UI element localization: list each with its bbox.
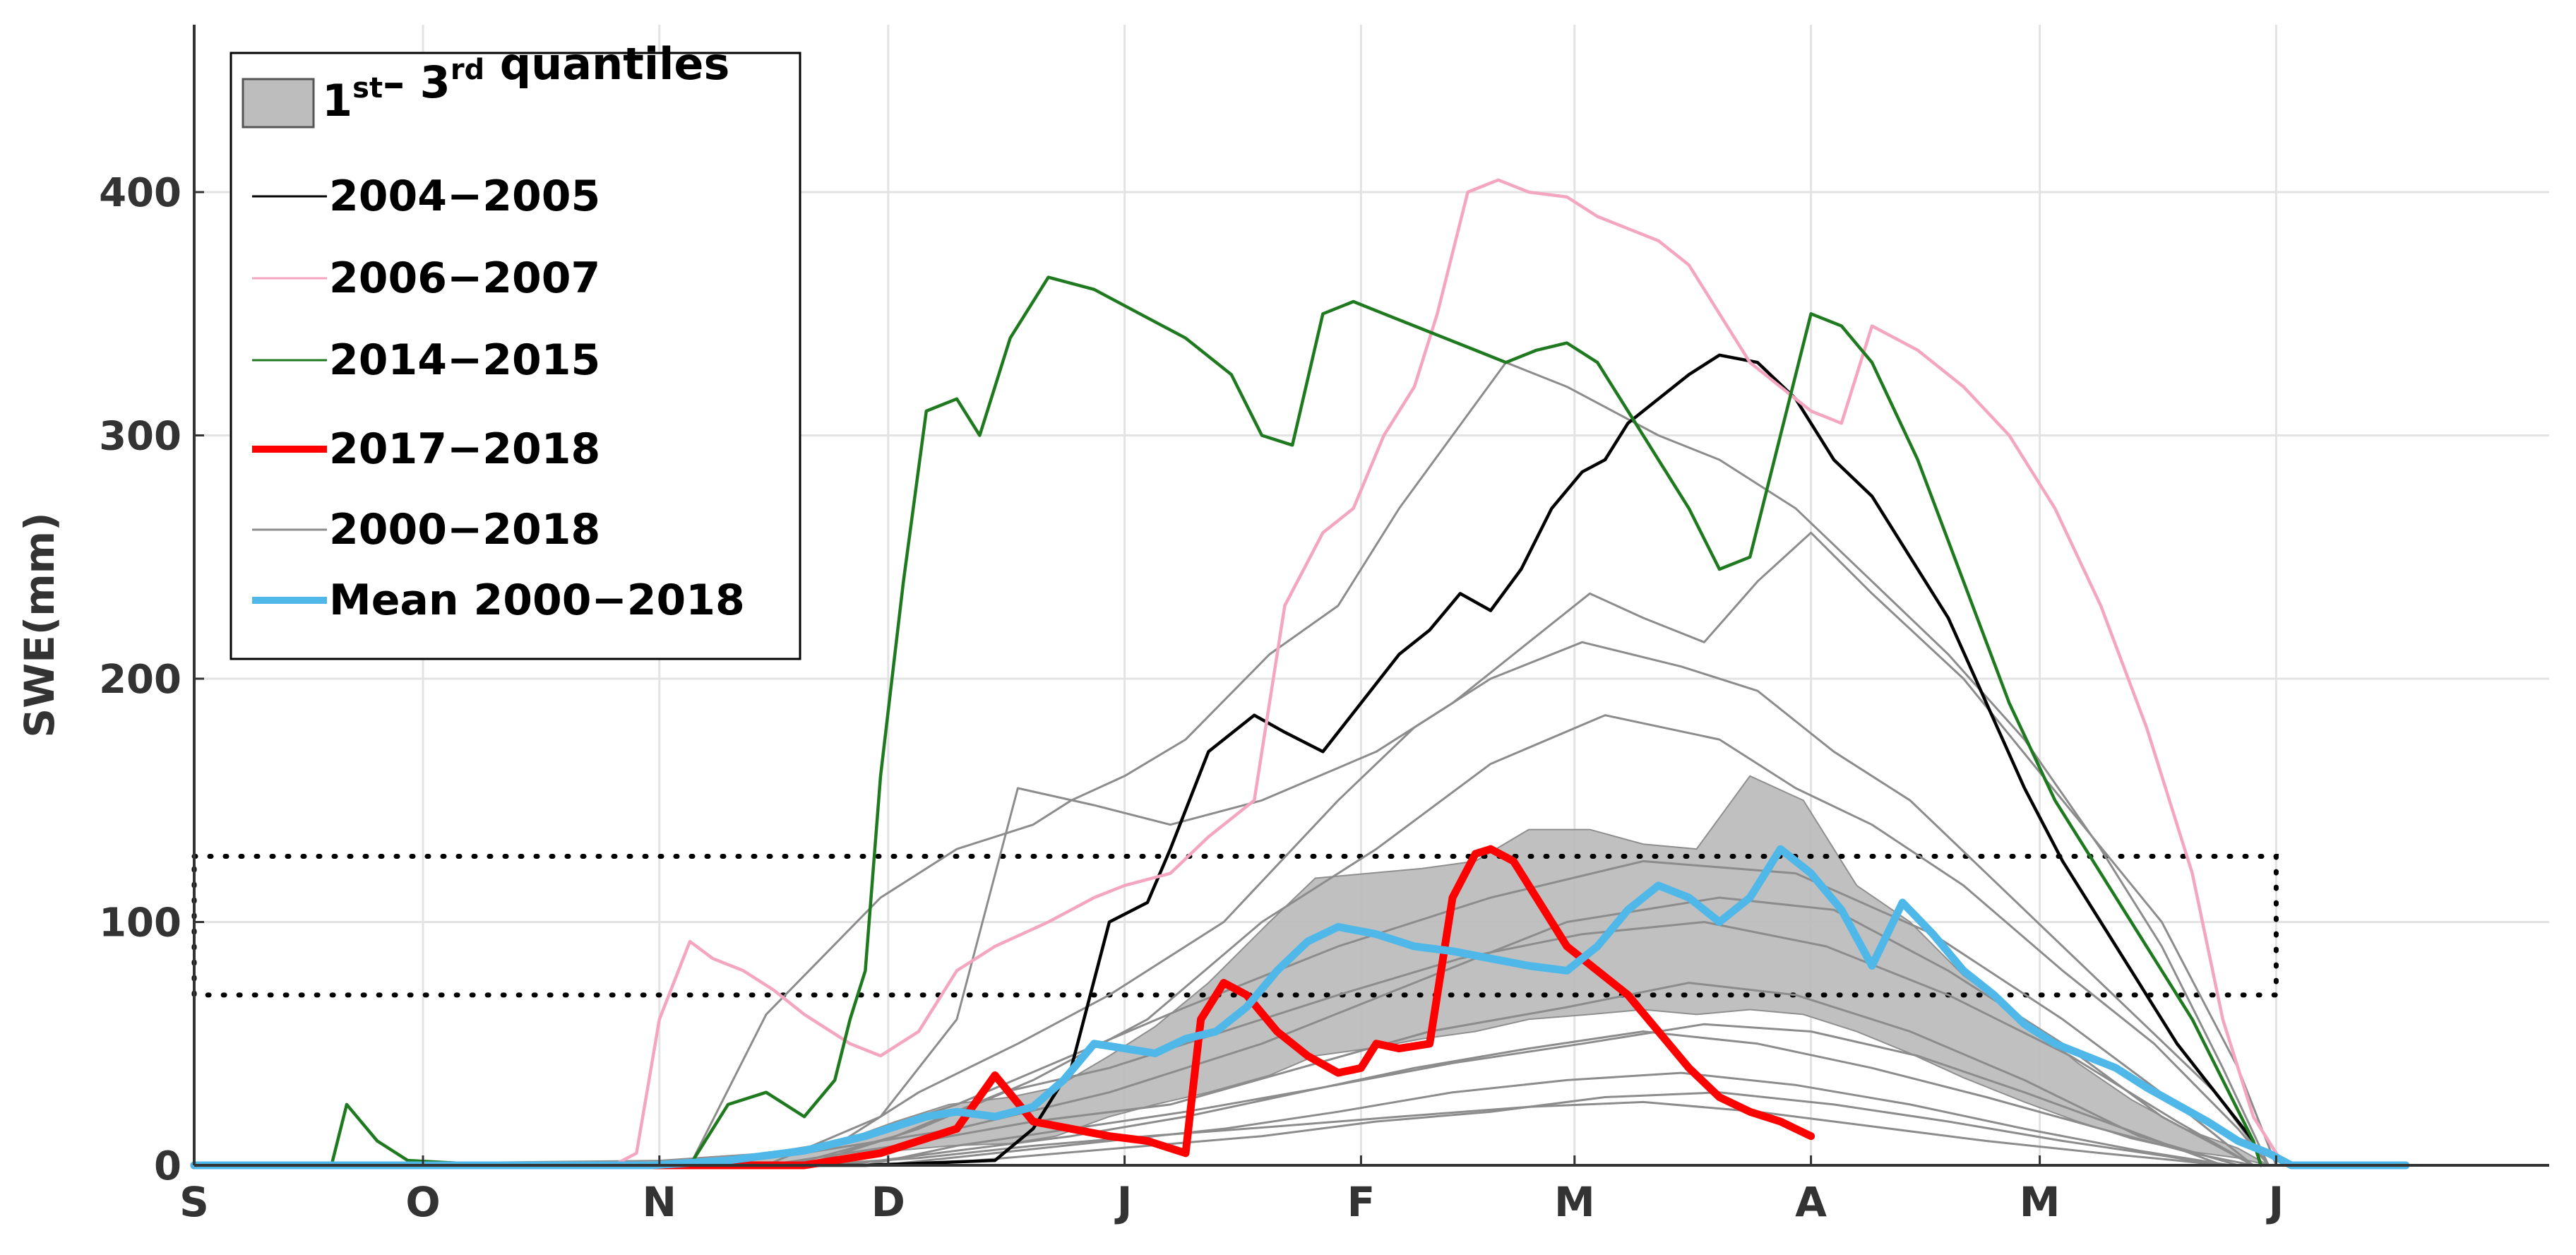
y-tick-label: 200 bbox=[99, 657, 181, 703]
legend: 1st– 3rd quantiles 2004−2005 2006−2007 2014… bbox=[229, 38, 801, 660]
x-tick-label: J bbox=[1114, 1178, 1133, 1226]
legend-label: 1st– 3rd quantiles bbox=[322, 38, 729, 126]
legend-label-part: st bbox=[352, 72, 383, 105]
series-line-highlight-2014-2015 bbox=[192, 275, 2263, 1167]
reference-dotted-box bbox=[191, 853, 2279, 998]
x-tick-label: M bbox=[2020, 1178, 2061, 1226]
series-line-highlight-2006-2007 bbox=[192, 178, 2286, 1167]
x-tick-label: J bbox=[2266, 1178, 2284, 1226]
series-line-mean-mean-2000-2018 bbox=[190, 845, 2410, 1170]
axes bbox=[193, 25, 2549, 1167]
series-line-member-2000-2018 bbox=[193, 1091, 2224, 1167]
series-line-member-2000-2018 bbox=[193, 1030, 2255, 1167]
reference-band-layer bbox=[191, 853, 2279, 998]
tick-labels: 0 100 200 300 400 S O N D J F M A M J bbox=[99, 170, 2284, 1226]
series-line-member-2000-2018 bbox=[193, 1071, 2232, 1167]
legend-label-part: 1 bbox=[322, 75, 352, 126]
series-line-highlight-2017-2018 bbox=[190, 845, 1815, 1170]
x-tick-label: F bbox=[1347, 1178, 1376, 1226]
x-tick-label: N bbox=[643, 1178, 677, 1226]
y-tick-label: 300 bbox=[99, 414, 181, 460]
y-tick-label: 400 bbox=[99, 170, 181, 216]
legend-label: 2000−2018 bbox=[329, 505, 600, 554]
y-tick-label: 100 bbox=[99, 900, 181, 946]
x-tick-label: O bbox=[405, 1178, 440, 1226]
series-line-member-2000-2018 bbox=[193, 641, 2270, 1167]
x-tick-label: M bbox=[1554, 1178, 1595, 1226]
legend-label: 2017−2018 bbox=[329, 424, 600, 474]
x-tick-label: S bbox=[179, 1178, 209, 1226]
series-line-member-2000-2018 bbox=[193, 1023, 2224, 1167]
series-line-member-2000-2018 bbox=[193, 921, 2255, 1167]
legend-label: Mean 2000−2018 bbox=[329, 576, 745, 625]
legend-label-part: quantiles bbox=[484, 38, 729, 90]
y-tick-label: 0 bbox=[154, 1143, 181, 1189]
series-layer bbox=[190, 178, 2410, 1170]
series-line-member-2000-2018 bbox=[193, 531, 2277, 1167]
legend-label-part: – 3 bbox=[383, 56, 451, 108]
y-axis-label: SWE(mm) bbox=[16, 512, 64, 737]
legend-label: 2004−2005 bbox=[329, 172, 600, 221]
legend-label: 2014−2015 bbox=[329, 335, 600, 385]
x-tick-label: A bbox=[1795, 1178, 1827, 1226]
series-line-member-2000-2018 bbox=[193, 361, 2270, 1167]
legend-patch bbox=[242, 78, 315, 129]
legend-label-part: rd bbox=[451, 54, 484, 86]
legend-label: 2006−2007 bbox=[329, 254, 600, 303]
legend-box bbox=[229, 52, 801, 660]
x-tick-label: D bbox=[871, 1178, 905, 1226]
